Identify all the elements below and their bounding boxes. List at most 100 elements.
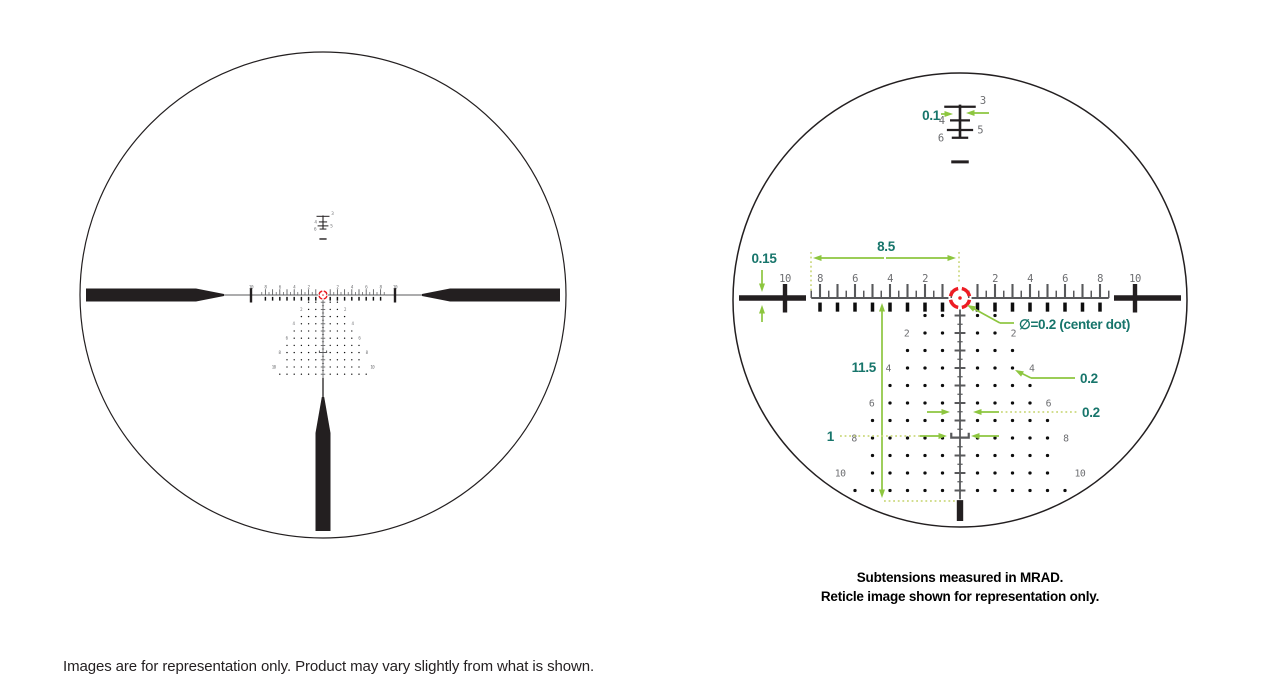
tree-dot (905, 471, 910, 475)
tree-dot (940, 313, 945, 318)
tree-dot (329, 359, 331, 361)
tree-dot (307, 359, 310, 361)
bold-under-mark (1063, 302, 1067, 312)
scale-number: 4 (351, 284, 354, 290)
bold-under-mark (351, 296, 353, 301)
tree-dot (293, 373, 295, 375)
tree-dot (329, 308, 331, 311)
right-diagram-caption: Subtensions measured in MRAD. Reticle im… (760, 568, 1160, 606)
bold-under-mark (336, 296, 339, 301)
tree-dot (905, 488, 910, 493)
tree-dot (336, 366, 339, 368)
tree-number: 8 (851, 434, 857, 445)
top-post-number: 3 (980, 95, 986, 107)
tree-dot (343, 323, 346, 325)
scale-number: 2 (992, 273, 998, 285)
scale-number: 2 (922, 273, 928, 285)
tree-dot (365, 373, 367, 375)
tree-number: 6 (286, 336, 289, 341)
dimension-annotations: 0.1 8.5 0.15 11.5 ∅=0.2 (center dot) 0.2 0.2 1 (751, 108, 1130, 502)
tree-dot (300, 315, 303, 318)
tree-dot (286, 373, 288, 375)
bold-under-mark (271, 296, 274, 301)
tree-dot (888, 488, 892, 493)
tree-dot (343, 351, 346, 354)
tree-dot (336, 301, 339, 303)
tree-dot (315, 373, 317, 375)
tree-dot (975, 471, 980, 475)
center-dot (958, 296, 962, 300)
bold-under-mark (1010, 302, 1015, 312)
arrowhead (759, 283, 765, 292)
tree-dot (1010, 348, 1015, 353)
tree-dot (293, 344, 295, 347)
tree-dot (870, 453, 875, 458)
top-post-number: 5 (977, 125, 983, 137)
tree-dot (329, 323, 331, 325)
tree-dot (300, 344, 303, 347)
bottom-post-taper (315, 397, 331, 433)
tree-dot (336, 315, 339, 318)
tree-dot (905, 418, 910, 423)
tree-dot (351, 366, 353, 368)
tree-dot (993, 453, 997, 458)
top-post-number: 5 (330, 223, 333, 229)
tree-dot (923, 471, 927, 475)
bold-under-mark (365, 296, 367, 301)
one-mrad-bracket (318, 350, 328, 353)
tree-dot (888, 453, 892, 458)
bottom-thick-post (956, 500, 964, 521)
tree-dot (940, 331, 945, 335)
tree-dot (1063, 488, 1067, 493)
scale-number: 4 (1027, 273, 1033, 285)
tree-dot (993, 418, 997, 423)
tree-dot (307, 315, 310, 318)
tree-dot (315, 359, 317, 361)
tree-dot (975, 331, 980, 335)
annotation-dot-diameter: 0.2 (1080, 371, 1098, 386)
tree-number: 4 (352, 321, 355, 326)
tree-dot (853, 488, 857, 493)
bottom-thick-post (315, 433, 331, 531)
bold-under-mark (315, 296, 317, 301)
footer-disclaimer: Images are for representation only. Prod… (63, 658, 595, 675)
bold-under-mark (993, 302, 997, 312)
left-10-tick (249, 288, 253, 303)
bold-under-mark (870, 302, 875, 312)
tree-dot (343, 344, 346, 347)
arrowhead (941, 409, 950, 415)
scale-number: 6 (365, 284, 368, 290)
tree-dot (351, 344, 353, 347)
tree-dot (286, 344, 288, 347)
field-of-view-circle (732, 72, 1188, 528)
scale-number: 2 (308, 284, 311, 290)
tree-number: 10 (835, 469, 846, 480)
tree-dot (329, 366, 331, 368)
tree-dot (975, 453, 980, 458)
tree-dot (940, 471, 945, 475)
tree-dot (905, 436, 910, 440)
tree-dot (307, 344, 310, 347)
tree-dot (343, 330, 346, 332)
center-ring-arc (948, 299, 959, 310)
tree-dot (293, 366, 295, 368)
scale-number: 6 (852, 273, 858, 285)
dimension-line (968, 305, 1001, 324)
tree-dot (888, 471, 892, 475)
tree-dot (975, 488, 980, 493)
tree-dot (293, 351, 295, 354)
bold-under-mark (379, 296, 382, 301)
tree-dot (358, 344, 360, 347)
top-post-number: 4 (939, 115, 945, 127)
one-mrad-bracket (950, 432, 970, 439)
arrowhead (879, 303, 885, 312)
tree-dot (1045, 488, 1050, 493)
tree-dot (336, 323, 339, 325)
tree-dot (329, 351, 331, 354)
tree-dot (1010, 383, 1015, 388)
bold-under-mark (358, 296, 360, 301)
tree-dot (343, 337, 346, 339)
tree-dot (315, 323, 317, 325)
tree-dot (923, 313, 927, 318)
arrowhead (938, 433, 947, 439)
